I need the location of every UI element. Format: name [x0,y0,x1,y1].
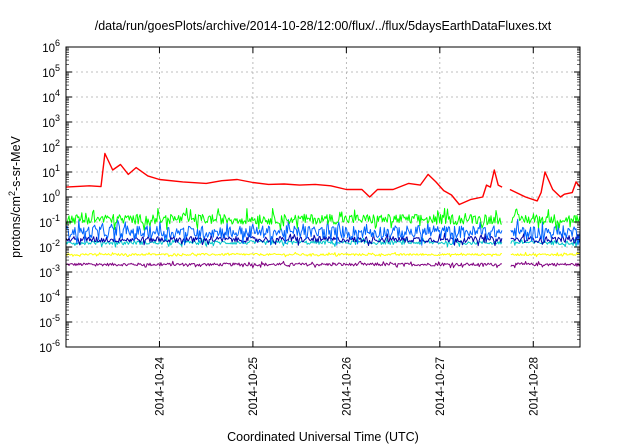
y-tick-exponent: 5 [55,63,60,73]
grid-lines [66,47,580,347]
series-line [65,207,581,231]
x-axis-label: Coordinated Universal Time (UTC) [227,430,419,444]
y-tick-exponent: 3 [55,113,60,123]
y-tick-label: 104 [42,88,60,105]
y-tick-base: 10 [42,168,55,180]
y-tick-base: 10 [42,68,55,80]
y-axis-label-sup: 2 [7,191,17,196]
y-tick-base: 10 [39,318,52,330]
x-tick-label: 2014-10-24 [154,356,166,415]
x-tick-label: 2014-10-27 [435,357,447,416]
y-tick-exponent: 2 [55,138,60,148]
y-tick-base: 10 [39,243,52,255]
y-tick-exponent: 6 [55,38,60,48]
y-tick-exponent: 1 [55,163,60,173]
y-tick-label: 105 [42,63,60,80]
y-tick-base: 10 [39,343,52,355]
series-layer [65,152,581,269]
series-line [65,218,581,246]
y-tick-label: 10-2 [39,238,60,255]
y-tick-exponent: -6 [52,338,60,348]
chart-title: /data/run/goesPlots/archive/2014-10-28/1… [95,19,552,33]
y-tick-base: 10 [39,293,52,305]
y-tick-label: 10-6 [39,338,60,355]
series-line [65,260,581,269]
y-tick-label: 102 [42,138,60,155]
y-axis-label-main: protons/cm [9,196,23,258]
series-line [65,232,581,247]
series-line [65,251,581,258]
y-tick-base: 10 [42,43,55,55]
y-tick-exponent: -1 [52,213,60,223]
y-tick-label: 100 [42,188,60,205]
y-axis-label: protons/cm2-s-sr-MeV [7,135,23,257]
y-tick-label: 103 [42,113,60,130]
y-tick-base: 10 [39,268,52,280]
y-axis-label-rest: -s-sr-MeV [9,135,23,191]
series-line [65,152,581,206]
y-tick-label: 10-1 [39,213,60,230]
y-tick-base: 10 [42,118,55,130]
y-tick-base: 10 [39,218,52,230]
y-tick-label: 10-3 [39,263,60,280]
y-tick-exponent: 0 [55,188,60,198]
x-tick-label: 2014-10-25 [248,357,260,416]
y-tick-label: 10-5 [39,313,60,330]
y-tick-exponent: -4 [52,288,60,298]
y-tick-base: 10 [42,143,55,155]
y-tick-exponent: -2 [52,238,60,248]
y-axis: 10610510410310210110010-110-210-310-410-… [39,38,580,355]
y-tick-label: 101 [42,163,60,180]
y-tick-exponent: -3 [52,263,60,273]
y-tick-base: 10 [42,93,55,105]
x-axis: 2014-10-24 2014-10-25 2014-10-26 2014-10-27… [154,47,540,416]
y-tick-label: 10-4 [39,288,60,305]
series-line [65,237,581,248]
x-tick-label: 2014-10-28 [528,357,540,416]
y-tick-exponent: -5 [52,313,60,323]
y-tick-exponent: 4 [55,88,60,98]
y-tick-label: 106 [42,38,60,55]
y-tick-base: 10 [42,193,55,205]
x-tick-label: 2014-10-26 [341,357,353,416]
